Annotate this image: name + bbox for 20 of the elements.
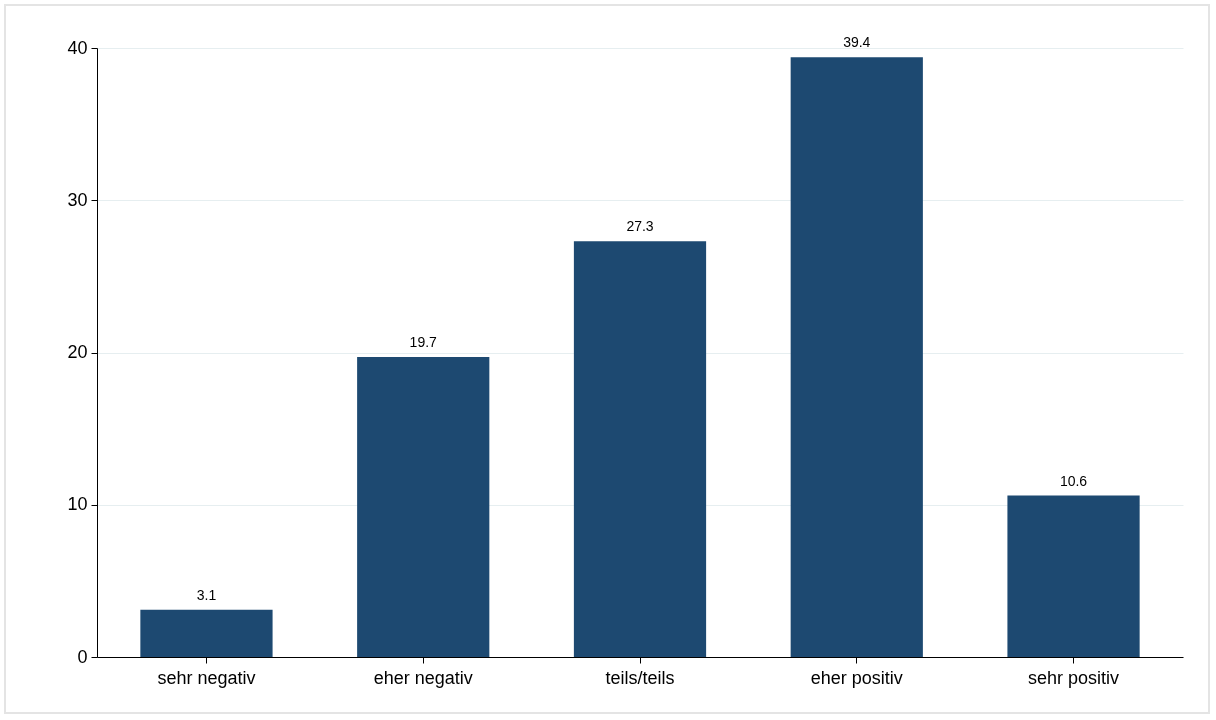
y-tick-label: 30 bbox=[67, 189, 88, 210]
bar bbox=[573, 241, 707, 657]
x-tick-label: eher positiv bbox=[810, 667, 903, 688]
data-label: 39.4 bbox=[843, 34, 871, 51]
data-label: 27.3 bbox=[626, 218, 654, 235]
bar bbox=[357, 357, 490, 657]
bar bbox=[1007, 495, 1140, 657]
y-tick-label: 40 bbox=[67, 37, 88, 58]
y-tick-label: 10 bbox=[67, 494, 88, 515]
bar bbox=[140, 609, 273, 657]
y-tick-label: 20 bbox=[67, 342, 88, 362]
x-tick-label: eher negativ bbox=[373, 667, 473, 688]
x-tick-label: sehr positiv bbox=[1028, 667, 1120, 688]
data-label: 10.6 bbox=[1059, 472, 1088, 489]
x-tick-label: teils/teils bbox=[605, 667, 675, 688]
data-label: 3.1 bbox=[196, 586, 217, 603]
data-label: 19.7 bbox=[409, 334, 438, 351]
bar bbox=[790, 57, 923, 657]
y-tick-label: 0 bbox=[77, 646, 88, 667]
x-tick-label: sehr negativ bbox=[157, 667, 256, 688]
